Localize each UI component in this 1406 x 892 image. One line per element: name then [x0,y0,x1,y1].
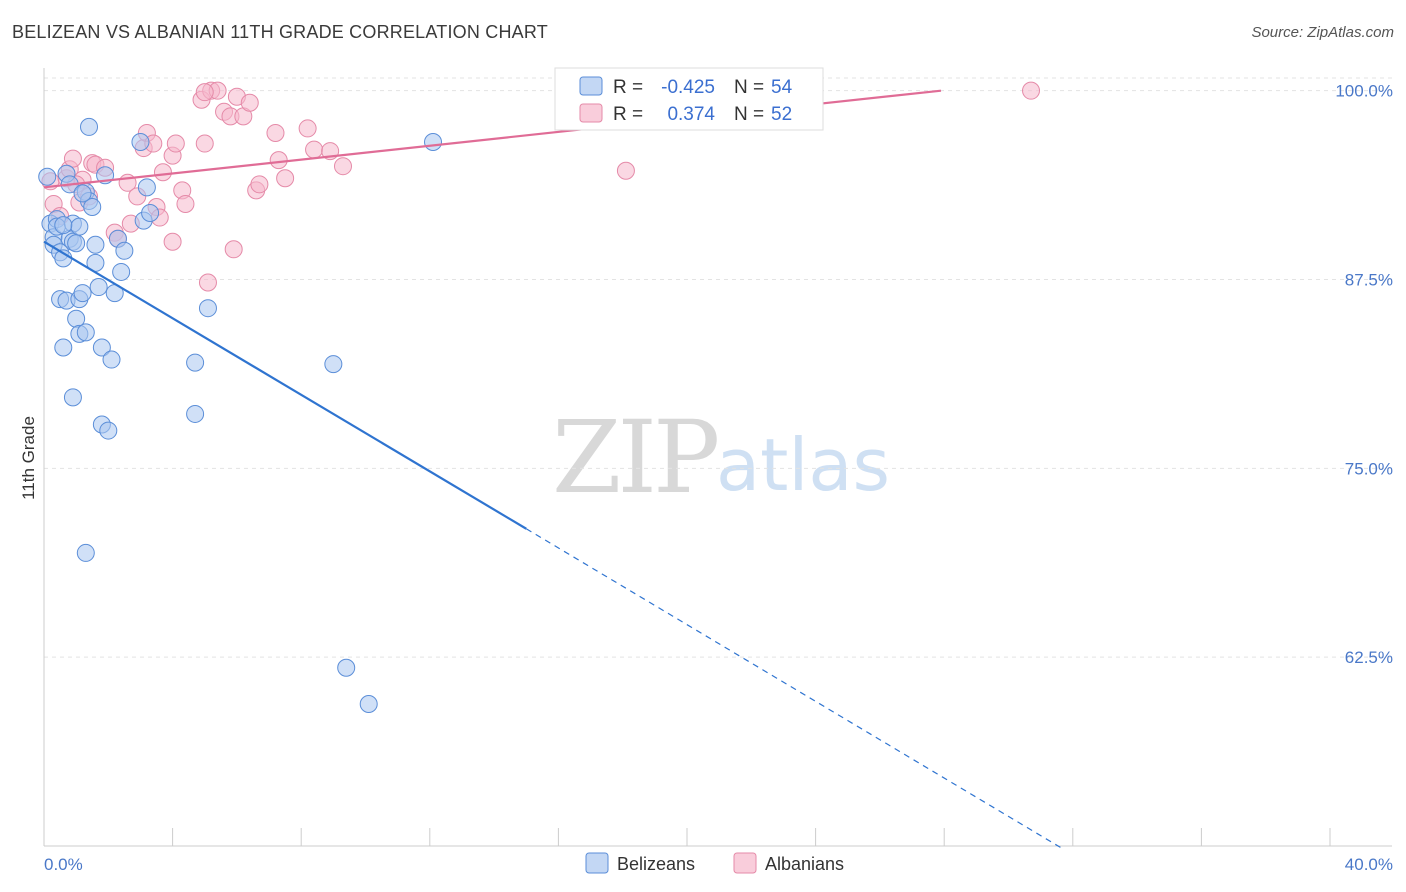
belizean-trend-solid [43,240,527,530]
belizean-point-47 [324,355,343,374]
belizean-point-44 [186,353,205,372]
albanian-point-40 [250,175,269,194]
belizean-point-49 [359,694,378,713]
albanian-point-30 [198,273,217,292]
y-tick-label-2: 75.0% [1345,459,1393,478]
belizean-point-25 [86,235,105,254]
legend-n-label-2: N = [734,104,764,125]
x-tick-label-max: 40.0% [1345,855,1393,874]
series-legend: Belizeans Albanians [585,852,844,874]
belizean-point-45 [186,404,205,423]
albanian-point-50 [195,83,214,102]
belizean-point-36 [112,262,131,281]
belizean-point-31 [99,421,118,440]
belizean-point-39 [80,117,99,136]
bottom-legend-albanians: Albanians [765,854,844,874]
albanian-point-29 [195,134,214,153]
bottom-legend-swatch-belizeans [585,852,609,874]
belizean-point-28 [92,338,111,357]
albanian-point-24 [166,134,185,153]
legend-r-value-2: 0.374 [667,104,715,125]
chart-title: BELIZEAN VS ALBANIAN 11TH GRADE CORRELAT… [12,22,548,42]
albanian-point-35 [224,240,243,259]
belizean-point-23 [76,323,95,342]
watermark-atlas: atlas [716,423,890,507]
belizean-point-9 [54,338,73,357]
albanian-point-42 [269,151,288,170]
belizean-point-52 [54,216,73,235]
belizean-point-48 [337,658,356,677]
legend-swatch-albanians [579,103,603,123]
legend-n-value-1: 54 [771,77,793,98]
belizean-point-20 [73,284,92,303]
y-axis-label: 11th Grade [19,416,38,500]
source-label: Source: ZipAtlas.com [1251,24,1394,41]
legend-r-value-1: -0.425 [661,77,715,98]
albanian-point-44 [298,119,317,138]
belizean-point-24 [83,197,102,216]
legend-n-label-1: N = [734,77,764,98]
albanian-point-43 [276,169,295,188]
y-tick-label-1: 87.5% [1345,270,1393,289]
correlation-legend: R = -0.425 N = 54 R = 0.374 N = 52 [554,67,824,131]
albanians-points [41,81,1041,292]
x-tick-label-min: 0.0% [44,855,83,874]
belizean-point-15 [67,234,86,253]
legend-n-value-2: 52 [771,104,792,125]
bottom-legend-belizeans: Belizeans [617,854,695,874]
belizean-point-42 [137,178,156,197]
belizeans-points [38,117,443,713]
belizean-point-16 [70,217,89,236]
belizean-trend-dashed [525,528,1064,850]
albanian-point-5 [63,149,82,168]
albanian-point-41 [266,123,285,142]
albanian-point-27 [163,232,182,251]
albanian-point-26 [176,194,195,213]
y-tick-labels: 100.0% 87.5% 75.0% 62.5% [1335,82,1393,668]
albanian-point-38 [240,93,259,112]
albanian-point-49 [1022,81,1041,100]
watermark-zip: ZIP [552,399,717,516]
legend-r-label-1: R = [613,77,643,98]
belizean-point-27 [89,278,108,297]
bottom-legend-swatch-albanians [733,852,757,874]
belizean-point-46 [198,299,217,318]
albanian-point-45 [305,140,324,159]
belizean-point-35 [115,241,134,260]
y-tick-label-3: 62.5% [1345,648,1393,667]
albanian-point-22 [153,163,172,182]
belizean-point-38 [76,543,95,562]
x-tick-labels: 0.0% 40.0% [44,855,1393,874]
axes [43,68,1392,847]
legend-swatch-belizeans [579,76,603,96]
belizean-point-50 [424,133,443,152]
albanian-point-47 [333,157,352,176]
belizean-point-40 [131,133,150,152]
legend-r-label-2: R = [613,104,643,125]
belizean-point-53 [73,184,92,203]
y-tick-label-0: 100.0% [1335,82,1393,101]
belizean-point-32 [102,350,121,369]
belizean-point-43 [141,204,160,223]
belizean-point-37 [63,388,82,407]
albanian-point-48 [616,161,635,180]
belizean-point-51 [38,167,57,186]
